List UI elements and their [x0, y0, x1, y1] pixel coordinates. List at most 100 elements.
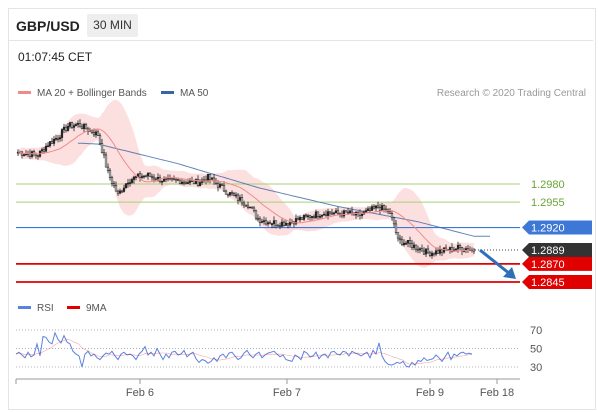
candle-body: [154, 178, 158, 181]
candle-body: [420, 248, 424, 252]
candle-body: [410, 243, 414, 248]
candle-body: [60, 129, 64, 138]
candle-body: [240, 197, 244, 204]
candle-body: [382, 205, 386, 210]
candle-body: [314, 211, 318, 218]
candle-body: [234, 194, 238, 197]
candle-body: [124, 183, 128, 189]
candle-body: [72, 125, 76, 128]
candle-body: [348, 210, 352, 214]
candle-body: [184, 181, 188, 184]
candle-body: [254, 210, 258, 219]
candle-body: [308, 215, 312, 218]
candle-body: [328, 211, 332, 214]
candle-body: [36, 154, 40, 157]
candle-body: [272, 220, 276, 224]
legend-rsi-label: RSI: [37, 303, 54, 314]
ma20-line: [17, 128, 475, 252]
candle-body: [326, 211, 330, 216]
candle-body: [276, 224, 280, 227]
candle-body: [428, 252, 432, 257]
legend-ma9-label: 9MA: [86, 303, 107, 314]
widget-frame: [8, 8, 596, 410]
candle-body: [42, 149, 46, 152]
candle-body: [206, 173, 210, 182]
candle-body: [138, 173, 142, 178]
candle-body: [94, 131, 98, 136]
candle-body: [392, 217, 396, 225]
x-tick-label-3: Feb 18: [480, 387, 514, 399]
candle-body: [336, 210, 340, 214]
candle-body: [82, 124, 86, 129]
candle-body: [180, 181, 184, 185]
candle-body: [406, 240, 410, 244]
candle-body: [366, 208, 370, 211]
candle-body: [52, 139, 56, 144]
candle-body: [374, 205, 378, 209]
candle-body: [260, 221, 264, 223]
candle-body: [252, 207, 256, 212]
timestamp: 01:07:45 CET: [18, 50, 93, 64]
candle-body: [70, 122, 74, 128]
ma50-line: [77, 142, 490, 237]
candle-body: [16, 151, 20, 154]
candle-body: [130, 179, 134, 183]
candle-body: [140, 176, 144, 178]
candle-body: [324, 213, 328, 216]
candle-body: [62, 126, 66, 130]
candle-body: [174, 178, 178, 181]
legend-ma50-label: MA 50: [180, 88, 209, 99]
candle-body: [380, 205, 384, 212]
candle-body: [110, 177, 114, 184]
candle-body: [194, 179, 198, 185]
candle-body: [402, 242, 406, 246]
forecast-arrow-shaft: [479, 248, 511, 276]
candle-body: [350, 210, 354, 214]
candle-body: [96, 131, 100, 136]
candle-body: [66, 125, 70, 131]
level-tag-5: [522, 275, 592, 289]
candle-body: [198, 182, 202, 187]
ma9-swatch: [67, 305, 80, 309]
candle-body: [146, 172, 150, 177]
candle-body: [244, 204, 248, 207]
candle-body: [242, 202, 246, 206]
candle-body: [48, 141, 52, 147]
level-label-4: 1.2870: [531, 259, 565, 271]
candle-body: [68, 122, 72, 127]
candle-body: [98, 135, 102, 144]
candle-body: [432, 252, 436, 255]
candle-body: [296, 218, 300, 221]
candle-body: [256, 217, 260, 220]
x-tick-label-1: Feb 7: [273, 387, 301, 399]
candle-body: [284, 222, 288, 226]
legend-ma20: MA 20 + Bollinger Bands: [18, 88, 147, 99]
candle-body: [56, 138, 60, 140]
candle-body: [100, 143, 104, 154]
candle-body: [396, 232, 400, 239]
candle-body: [222, 185, 226, 192]
ma20-swatch: [18, 90, 31, 94]
candle-body: [318, 215, 322, 218]
candle-body: [298, 217, 302, 221]
legend-rsi: RSI: [18, 303, 54, 314]
candle-body: [316, 211, 320, 217]
rsi-tick-70: 70: [530, 325, 542, 337]
candle-body: [114, 185, 118, 192]
level-label-3: 1.2889: [531, 245, 565, 257]
candle-body: [434, 250, 438, 255]
candle-body: [210, 177, 214, 180]
candle-body: [64, 126, 68, 131]
candle-body: [84, 124, 88, 130]
candle-body: [412, 244, 416, 248]
candle-body: [178, 179, 182, 185]
candle-body: [440, 249, 444, 253]
candle-body: [40, 149, 44, 152]
timeframe-button[interactable]: 30 MIN: [87, 14, 138, 37]
level-tag-4: [522, 256, 592, 271]
candle-body: [132, 176, 136, 180]
candle-body: [144, 175, 148, 178]
x-tick-label-2: Feb 9: [416, 387, 444, 399]
candles: [16, 119, 476, 259]
